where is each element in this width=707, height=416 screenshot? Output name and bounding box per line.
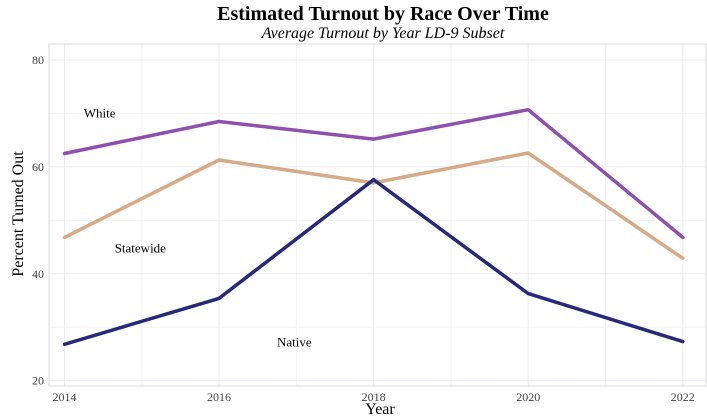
x-tick-label: 2020 <box>516 390 540 404</box>
x-tick-label: 2014 <box>52 390 76 404</box>
y-tick-label: 20 <box>32 374 44 388</box>
x-tick-label: 2018 <box>362 390 386 404</box>
data-point-native <box>526 292 530 296</box>
series-label-native: Native <box>277 334 312 349</box>
data-point-statewide <box>217 158 221 162</box>
x-axis-title: Year <box>365 401 395 416</box>
data-point-white <box>217 119 221 123</box>
data-point-native <box>62 342 66 346</box>
x-tick-label: 2022 <box>671 390 695 404</box>
data-point-statewide <box>681 256 685 260</box>
axis-ticks: 2014 2016 2018 2020 2022 20 40 60 80 <box>32 53 695 404</box>
x-tick-label: 2016 <box>207 390 231 404</box>
data-point-white <box>372 137 376 141</box>
plot-border <box>48 43 707 387</box>
y-tick-label: 60 <box>32 160 44 174</box>
y-tick-label: 80 <box>32 53 44 67</box>
data-point-white <box>526 108 530 112</box>
chart-title: Estimated Turnout by Race Over Time <box>217 3 549 25</box>
series-labels: White Statewide Native <box>84 106 312 350</box>
data-point-white <box>62 152 66 156</box>
data-point-native <box>217 296 221 300</box>
data-point-statewide <box>526 151 530 155</box>
data-point-statewide <box>62 235 66 239</box>
grid-lines <box>49 44 706 386</box>
series-label-statewide: Statewide <box>115 240 166 255</box>
data-point-white <box>681 235 685 239</box>
series-label-white: White <box>84 106 116 121</box>
chart-subtitle: Average Turnout by Year LD-9 Subset <box>261 25 505 42</box>
data-point-native <box>681 340 685 344</box>
y-tick-label: 40 <box>32 267 44 281</box>
data-point-native <box>372 178 376 182</box>
series-lines <box>62 107 685 347</box>
y-axis-title: Percent Turned Out <box>10 151 27 277</box>
